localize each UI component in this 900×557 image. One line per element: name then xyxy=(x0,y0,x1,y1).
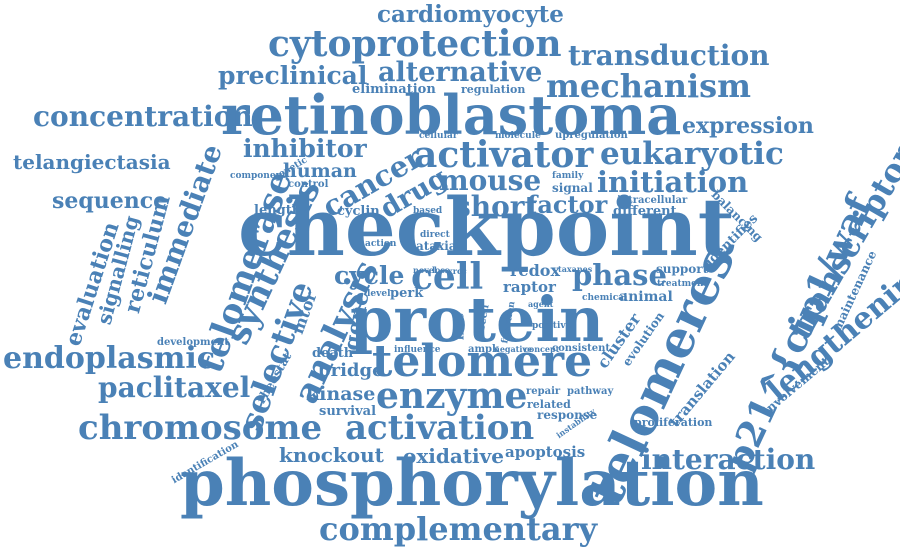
cloud-word: phase xyxy=(572,258,667,292)
cloud-word: checkpoint xyxy=(238,180,735,274)
cloud-word: oxidative xyxy=(403,444,504,468)
cloud-word: ataxia xyxy=(416,239,457,253)
cloud-word: component xyxy=(230,171,287,181)
cloud-word: phosphorylation xyxy=(180,446,764,521)
cloud-word: level xyxy=(367,289,391,299)
cloud-word: animal xyxy=(619,289,673,305)
cloud-word: telomere xyxy=(372,336,593,387)
cloud-word: activation xyxy=(345,408,535,448)
cloud-word: redox xyxy=(510,261,561,280)
cloud-word: repair xyxy=(526,386,561,397)
cloud-word: transduction xyxy=(568,39,770,72)
cloud-word: influence xyxy=(394,345,441,355)
cloud-word: expression xyxy=(682,113,814,139)
cloud-word: mouse xyxy=(439,164,542,197)
cloud-word: taxanes xyxy=(558,264,593,274)
cloud-word: negative xyxy=(494,344,533,354)
cloud-word: enzyme xyxy=(376,375,528,417)
cloud-word: alternative xyxy=(378,57,543,88)
cloud-word: response xyxy=(537,408,598,422)
cloud-word: retinoblastoma xyxy=(221,83,682,147)
cloud-word: regulation xyxy=(461,83,526,96)
cloud-word: apoptosis xyxy=(505,443,586,461)
cloud-word: control xyxy=(288,179,329,190)
cloud-word: initiation xyxy=(597,165,749,199)
cloud-word: endoplasmic xyxy=(3,341,215,376)
cloud-word: positive xyxy=(532,321,572,331)
cloud-word: chromosome xyxy=(78,408,323,448)
cloud-word: bridge xyxy=(318,360,384,381)
cloud-word: treatment xyxy=(657,279,708,289)
cloud-word: cytoprotection xyxy=(268,23,562,65)
cloud-word: ampk xyxy=(468,344,499,355)
cloud-word: human xyxy=(283,160,357,182)
cloud-word: cyclin xyxy=(337,204,380,219)
cloud-word: perk xyxy=(390,286,424,301)
cloud-word: telangiectasia xyxy=(13,150,171,174)
cloud-word: concentration xyxy=(33,100,253,133)
cloud-word: action xyxy=(365,239,397,249)
cloud-word: intracellular xyxy=(617,195,688,206)
cloud-word: preclinical xyxy=(218,61,368,90)
cloud-word: eukaryotic xyxy=(600,136,784,172)
cloud-word: loss xyxy=(432,265,450,275)
cloud-word: interaction xyxy=(641,443,816,476)
cloud-word: development xyxy=(157,337,229,348)
cloud-word: factor xyxy=(527,190,608,219)
cloud-word: knockout xyxy=(279,443,384,467)
cloud-word: cycle xyxy=(334,261,405,290)
cloud-word: consistent xyxy=(552,343,610,354)
cloud-word: cellular xyxy=(419,131,458,141)
cloud-word: xrcc xyxy=(448,266,467,276)
cloud-word: protein xyxy=(350,283,605,356)
cloud-word: raptor xyxy=(503,278,556,296)
cloud-word: survival xyxy=(319,404,377,419)
cloud-word: support xyxy=(656,262,709,276)
cloud-word: inhibitor xyxy=(243,134,367,163)
cloud-word: mechanism xyxy=(546,67,751,105)
cloud-word: sequence xyxy=(52,188,168,214)
cloud-word: direct xyxy=(420,230,450,240)
cloud-word: chemical xyxy=(582,293,628,303)
cloud-word: novel xyxy=(413,265,437,275)
cloud-word: cell xyxy=(411,256,484,298)
cloud-word: family xyxy=(552,171,584,181)
cloud-word: short xyxy=(455,190,538,223)
cloud-word: activator xyxy=(414,134,594,176)
cloud-word: related xyxy=(527,398,571,411)
cloud-word: signal xyxy=(552,181,593,195)
cloud-word: length xyxy=(254,203,302,218)
cloud-word: cardiomyocyte xyxy=(377,1,564,28)
cloud-word: kinase xyxy=(306,383,376,405)
cloud-word: concept xyxy=(524,344,560,354)
cloud-word: different xyxy=(613,204,677,219)
cloud-word: death xyxy=(312,346,354,361)
cloud-word: pathway xyxy=(567,386,614,397)
cloud-word: proliferation xyxy=(634,416,713,429)
cloud-word: agent xyxy=(528,299,554,309)
cloud-word: paclitaxel xyxy=(98,371,251,404)
cloud-word: complementary xyxy=(319,510,598,548)
cloud-word: molecule xyxy=(495,131,541,141)
cloud-word: based xyxy=(413,206,443,216)
cloud-word: elimination xyxy=(352,82,436,97)
cloud-word: upregulation xyxy=(555,130,628,141)
